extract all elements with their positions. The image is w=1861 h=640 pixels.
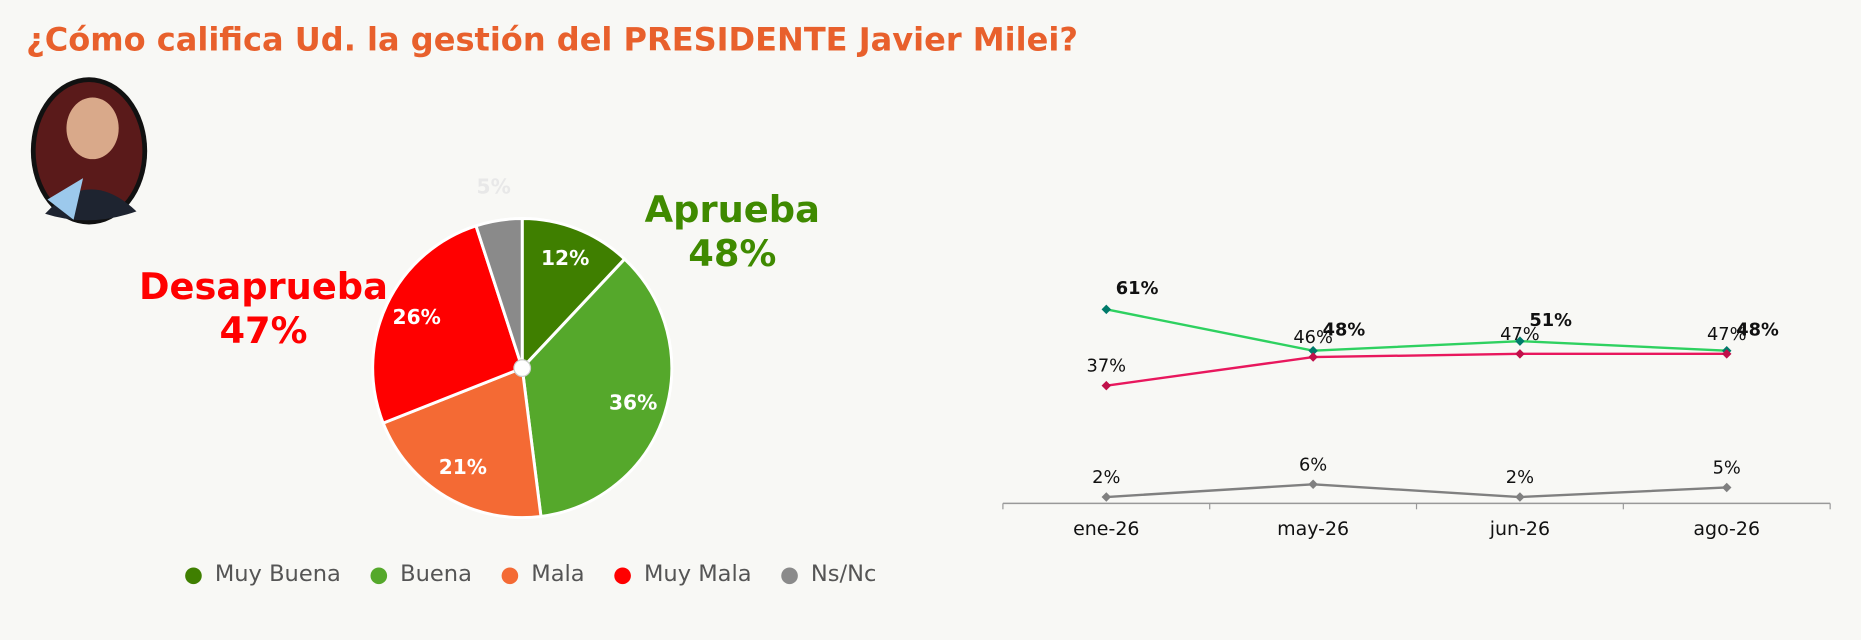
annotation-text: Desaprueba xyxy=(139,265,388,308)
point-marker xyxy=(1721,349,1732,359)
data-label: 5% xyxy=(1713,457,1741,478)
pie-slice xyxy=(381,365,543,520)
point-marker xyxy=(1308,479,1318,490)
data-label: 37% xyxy=(1087,356,1127,377)
legend-label: Ns/Nc xyxy=(811,561,876,587)
point-marker xyxy=(1515,492,1525,502)
point-marker xyxy=(1515,336,1525,346)
title: ¿Cómo califica Ud. la gestión del PRESID… xyxy=(26,21,1078,59)
data-label: 51% xyxy=(1529,310,1572,331)
x-tick-label: ene-26 xyxy=(1073,518,1139,540)
data-label: 2% xyxy=(1092,467,1120,488)
annotation-value: 47% xyxy=(219,309,307,352)
slice-label: 26% xyxy=(393,305,441,329)
slice-label: 12% xyxy=(541,246,589,270)
data-label: 6% xyxy=(1299,454,1327,475)
slice-label: 5% xyxy=(477,174,511,198)
data-label: 47% xyxy=(1500,324,1540,345)
x-tick-label: may-26 xyxy=(1277,518,1349,540)
data-label: 48% xyxy=(1736,320,1779,341)
data-label: 47% xyxy=(1707,324,1747,345)
pie-center xyxy=(513,359,532,377)
photo xyxy=(30,77,148,225)
pie-slice xyxy=(520,256,674,519)
point-marker xyxy=(1515,349,1525,359)
point-marker xyxy=(1308,352,1318,362)
point-marker xyxy=(1101,492,1112,502)
annotation-text: Aprueba xyxy=(645,188,820,231)
data-label: 48% xyxy=(1323,320,1366,341)
legend-marker xyxy=(185,567,202,585)
pie-slice xyxy=(371,223,525,426)
annotation-value: 48% xyxy=(688,232,776,275)
legend-label: Muy Buena xyxy=(215,561,341,587)
pie-slice xyxy=(474,217,524,369)
slice-label: 36% xyxy=(609,391,657,415)
x-tick-label: ago-26 xyxy=(1693,518,1760,540)
series-line xyxy=(1106,352,1727,387)
legend-marker xyxy=(370,567,388,585)
slice-label: 21% xyxy=(439,455,487,479)
legend-marker xyxy=(614,567,631,585)
legend-label: Mala xyxy=(531,561,584,587)
legend-label: Muy Mala xyxy=(644,561,752,587)
data-label: 61% xyxy=(1116,278,1159,299)
data-label: 2% xyxy=(1506,467,1534,488)
legend-marker xyxy=(501,567,519,585)
point-marker xyxy=(1101,380,1112,391)
legend-label: Buena xyxy=(400,561,472,587)
legend-marker xyxy=(781,567,798,585)
series-line xyxy=(1106,308,1727,352)
point-marker xyxy=(1721,482,1732,493)
point-marker xyxy=(1101,304,1112,315)
pie-slice xyxy=(520,217,627,372)
data-label: 46% xyxy=(1293,327,1333,348)
x-tick-label: jun-26 xyxy=(1489,518,1550,540)
series-line xyxy=(1106,483,1727,499)
